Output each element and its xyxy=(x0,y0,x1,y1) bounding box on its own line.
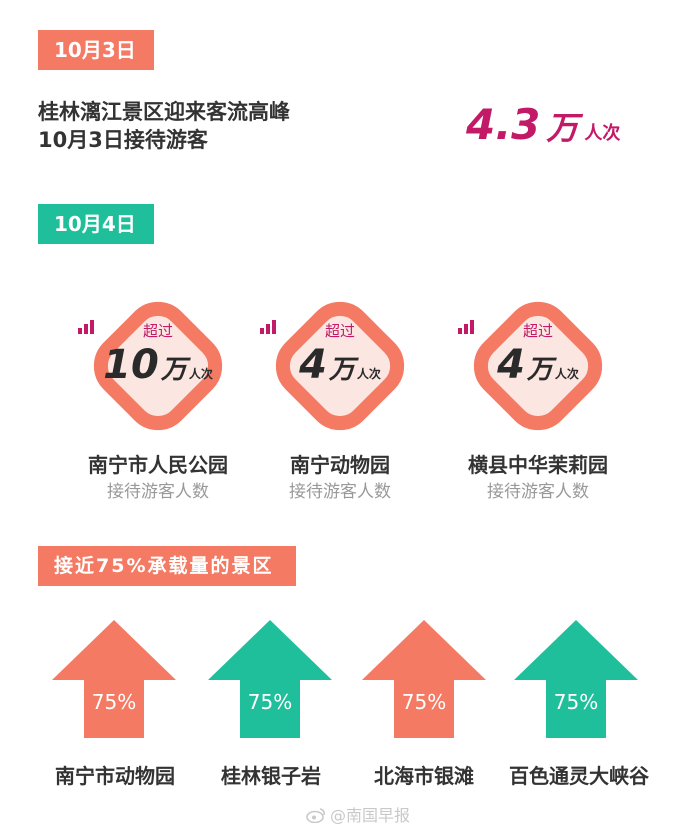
capacity-tag: 接近75%承载量的景区 xyxy=(38,546,296,586)
park-subtitle: 接待游客人数 xyxy=(289,482,391,502)
capacity-percent: 75% xyxy=(401,690,447,714)
visitor-count-number: 4.3 xyxy=(466,100,541,149)
scenic-name: 桂林银子岩 xyxy=(221,764,321,788)
park-stat-diamond: 超过 4万 人次 xyxy=(260,286,420,446)
capacity-tag-label: 接近75%承载量的景区 xyxy=(54,555,274,577)
over-label: 超过 xyxy=(260,320,420,341)
visitor-count-per: 人次 xyxy=(584,123,621,144)
growth-chart-icon xyxy=(458,320,474,334)
park-stat-diamond: 超过 4万 人次 xyxy=(458,286,618,446)
date-tag-label: 10月3日 xyxy=(54,38,136,62)
diamond-shape xyxy=(93,301,223,431)
park-name: 南宁市人民公园 xyxy=(88,453,228,477)
park-subtitle: 接待游客人数 xyxy=(487,482,589,502)
scenic-name: 百色通灵大峡谷 xyxy=(509,764,649,788)
headline-line-2: 10月3日接待游客 xyxy=(38,128,208,152)
date-tag-oct4: 10月4日 xyxy=(38,204,154,244)
diamond-shape xyxy=(275,301,405,431)
park-caption: 横县中华茉莉园 接待游客人数 xyxy=(438,452,638,504)
visitor-count: 4.3 万人次 xyxy=(466,100,620,149)
date-tag-oct3: 10月3日 xyxy=(38,30,154,70)
date-tag-label: 10月4日 xyxy=(54,212,136,236)
watermark-text: @南国早报 xyxy=(330,806,411,825)
park-name: 横县中华茉莉园 xyxy=(468,453,608,477)
park-visitor-count: 10万 人次 xyxy=(103,342,213,388)
up-arrow-icon: 75% xyxy=(362,620,486,738)
weibo-icon xyxy=(306,808,325,823)
park-visitor-count: 4万 人次 xyxy=(299,342,381,388)
up-arrow-icon: 75% xyxy=(514,620,638,738)
capacity-percent: 75% xyxy=(247,690,293,714)
growth-chart-icon xyxy=(78,320,94,334)
capacity-percent: 75% xyxy=(553,690,599,714)
scenic-name: 南宁市动物园 xyxy=(55,764,175,788)
up-arrow-icon: 75% xyxy=(52,620,176,738)
park-subtitle: 接待游客人数 xyxy=(107,482,209,502)
over-label: 超过 xyxy=(78,320,238,341)
up-arrow-icon: 75% xyxy=(208,620,332,738)
park-visitor-count: 4万 人次 xyxy=(497,342,579,388)
park-name: 南宁动物园 xyxy=(290,453,390,477)
watermark: @南国早报 xyxy=(306,802,410,826)
park-caption: 南宁动物园 接待游客人数 xyxy=(240,452,440,504)
over-label: 超过 xyxy=(458,320,618,341)
scenic-name: 北海市银滩 xyxy=(374,764,474,788)
park-stat-diamond: 超过 10万 人次 xyxy=(78,286,238,446)
headline-line-1: 桂林漓江景区迎来客流高峰 xyxy=(38,100,290,124)
diamond-shape xyxy=(473,301,603,431)
visitor-count-unit: 万 xyxy=(546,109,579,147)
capacity-percent: 75% xyxy=(91,690,137,714)
growth-chart-icon xyxy=(260,320,276,334)
park-caption: 南宁市人民公园 接待游客人数 xyxy=(58,452,258,504)
